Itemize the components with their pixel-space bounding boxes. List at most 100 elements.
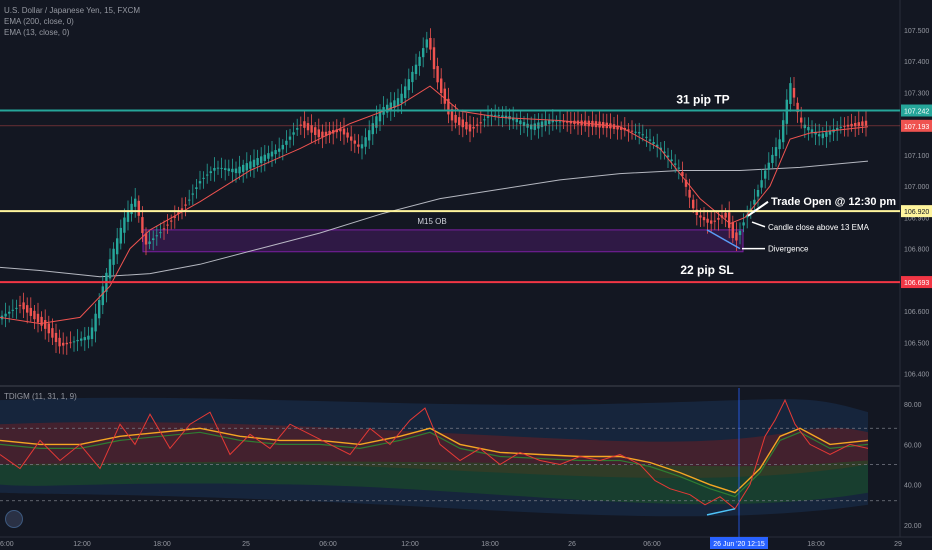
candle-body (753, 199, 756, 205)
candle-body (299, 124, 302, 126)
candle-body (663, 151, 666, 154)
candle-body (26, 305, 29, 313)
candle-body (126, 210, 130, 222)
candle-body (566, 121, 569, 123)
oscillator-signal-line (0, 431, 869, 498)
candle-body (648, 139, 652, 141)
candle-body (51, 328, 54, 338)
candle-body (18, 305, 22, 307)
candle-body (162, 228, 166, 230)
candle-body (760, 180, 763, 188)
candle-body (177, 212, 180, 214)
candle-body (87, 335, 90, 340)
candle-body (803, 124, 806, 129)
candle-body (227, 168, 230, 172)
candle-body (468, 124, 472, 132)
time-tick-label: 29 (894, 541, 902, 548)
candle-body (630, 130, 634, 132)
price-tick-label: 107.400 (904, 59, 929, 66)
candle-body (58, 337, 61, 347)
candle-body (548, 119, 551, 124)
time-tick-label: 25 (242, 541, 250, 548)
candle-body (321, 131, 324, 138)
candle-body (504, 115, 508, 119)
candle-body (789, 83, 792, 104)
candle-body (645, 136, 648, 138)
candle-body (15, 307, 18, 309)
candle-body (684, 179, 688, 187)
candle-body (728, 212, 731, 228)
price-tick-label: 106.800 (904, 247, 929, 254)
candle-body (184, 204, 187, 206)
candle-body (501, 115, 504, 118)
price-tick-label: 106.400 (904, 372, 929, 379)
candle-body (486, 116, 490, 118)
candle-body (828, 130, 832, 135)
order-block-zone (142, 229, 744, 253)
candle-body (378, 109, 382, 122)
price-axis-tag-label: 107.242 (904, 109, 929, 116)
candle-body (512, 117, 515, 121)
candle-body (710, 220, 713, 224)
candle-body (119, 227, 122, 244)
candle-body (368, 130, 371, 141)
candle-body (116, 238, 119, 255)
candle-body (774, 147, 778, 157)
candle-body (861, 121, 864, 126)
candle-body (83, 337, 86, 341)
candle-body (429, 37, 432, 50)
ema200-line (0, 160, 869, 278)
candle-body (238, 166, 241, 174)
candle-body (792, 87, 796, 98)
time-tick-label: 12:00 (73, 541, 91, 548)
candle-body (530, 124, 533, 130)
divergence-label: Divergence (768, 245, 809, 254)
price-axis-tag (901, 104, 932, 117)
candle-body (616, 125, 619, 130)
candle-body (281, 144, 284, 150)
candle-body (249, 161, 252, 169)
candle-body (746, 215, 749, 218)
candle-body (357, 144, 360, 147)
candle-body (274, 150, 277, 155)
candle-body (170, 220, 173, 222)
candle-body (22, 302, 25, 310)
candle-body (137, 200, 140, 216)
candle-body (447, 98, 450, 115)
candle-body (551, 120, 554, 123)
oscillator-tick-label: 80.00 (904, 402, 922, 409)
candle-body (562, 121, 565, 123)
candle-body (216, 167, 220, 169)
candle-body (8, 311, 11, 314)
candle-body (65, 342, 68, 345)
candle-body (231, 168, 234, 173)
candle-body (738, 230, 742, 235)
candle-body (389, 102, 392, 111)
candle-body (396, 98, 400, 106)
price-axis-tag-label: 106.920 (904, 209, 929, 216)
candle-body (173, 216, 176, 218)
candle-body (213, 167, 216, 171)
candle-body (267, 153, 270, 159)
candle-body (393, 100, 396, 109)
candle-body (490, 114, 493, 116)
candle-body (515, 118, 518, 123)
candle-body (569, 120, 572, 124)
candle-body (375, 116, 378, 128)
candle-body (450, 109, 454, 121)
candle-body (810, 129, 814, 133)
time-tick-label: 18:00 (807, 541, 825, 548)
candle-body (436, 66, 439, 83)
logo-icon[interactable] (5, 510, 23, 528)
oscillator-tick-label: 60.00 (904, 442, 922, 449)
candle-body (80, 338, 83, 341)
candle-body (296, 128, 299, 130)
candle-body (144, 233, 148, 245)
candle-body (422, 48, 425, 58)
candle-body (270, 151, 274, 157)
time-tick-label: 06:00 (643, 541, 661, 548)
candle-body (443, 88, 446, 104)
candle-body (360, 144, 364, 149)
